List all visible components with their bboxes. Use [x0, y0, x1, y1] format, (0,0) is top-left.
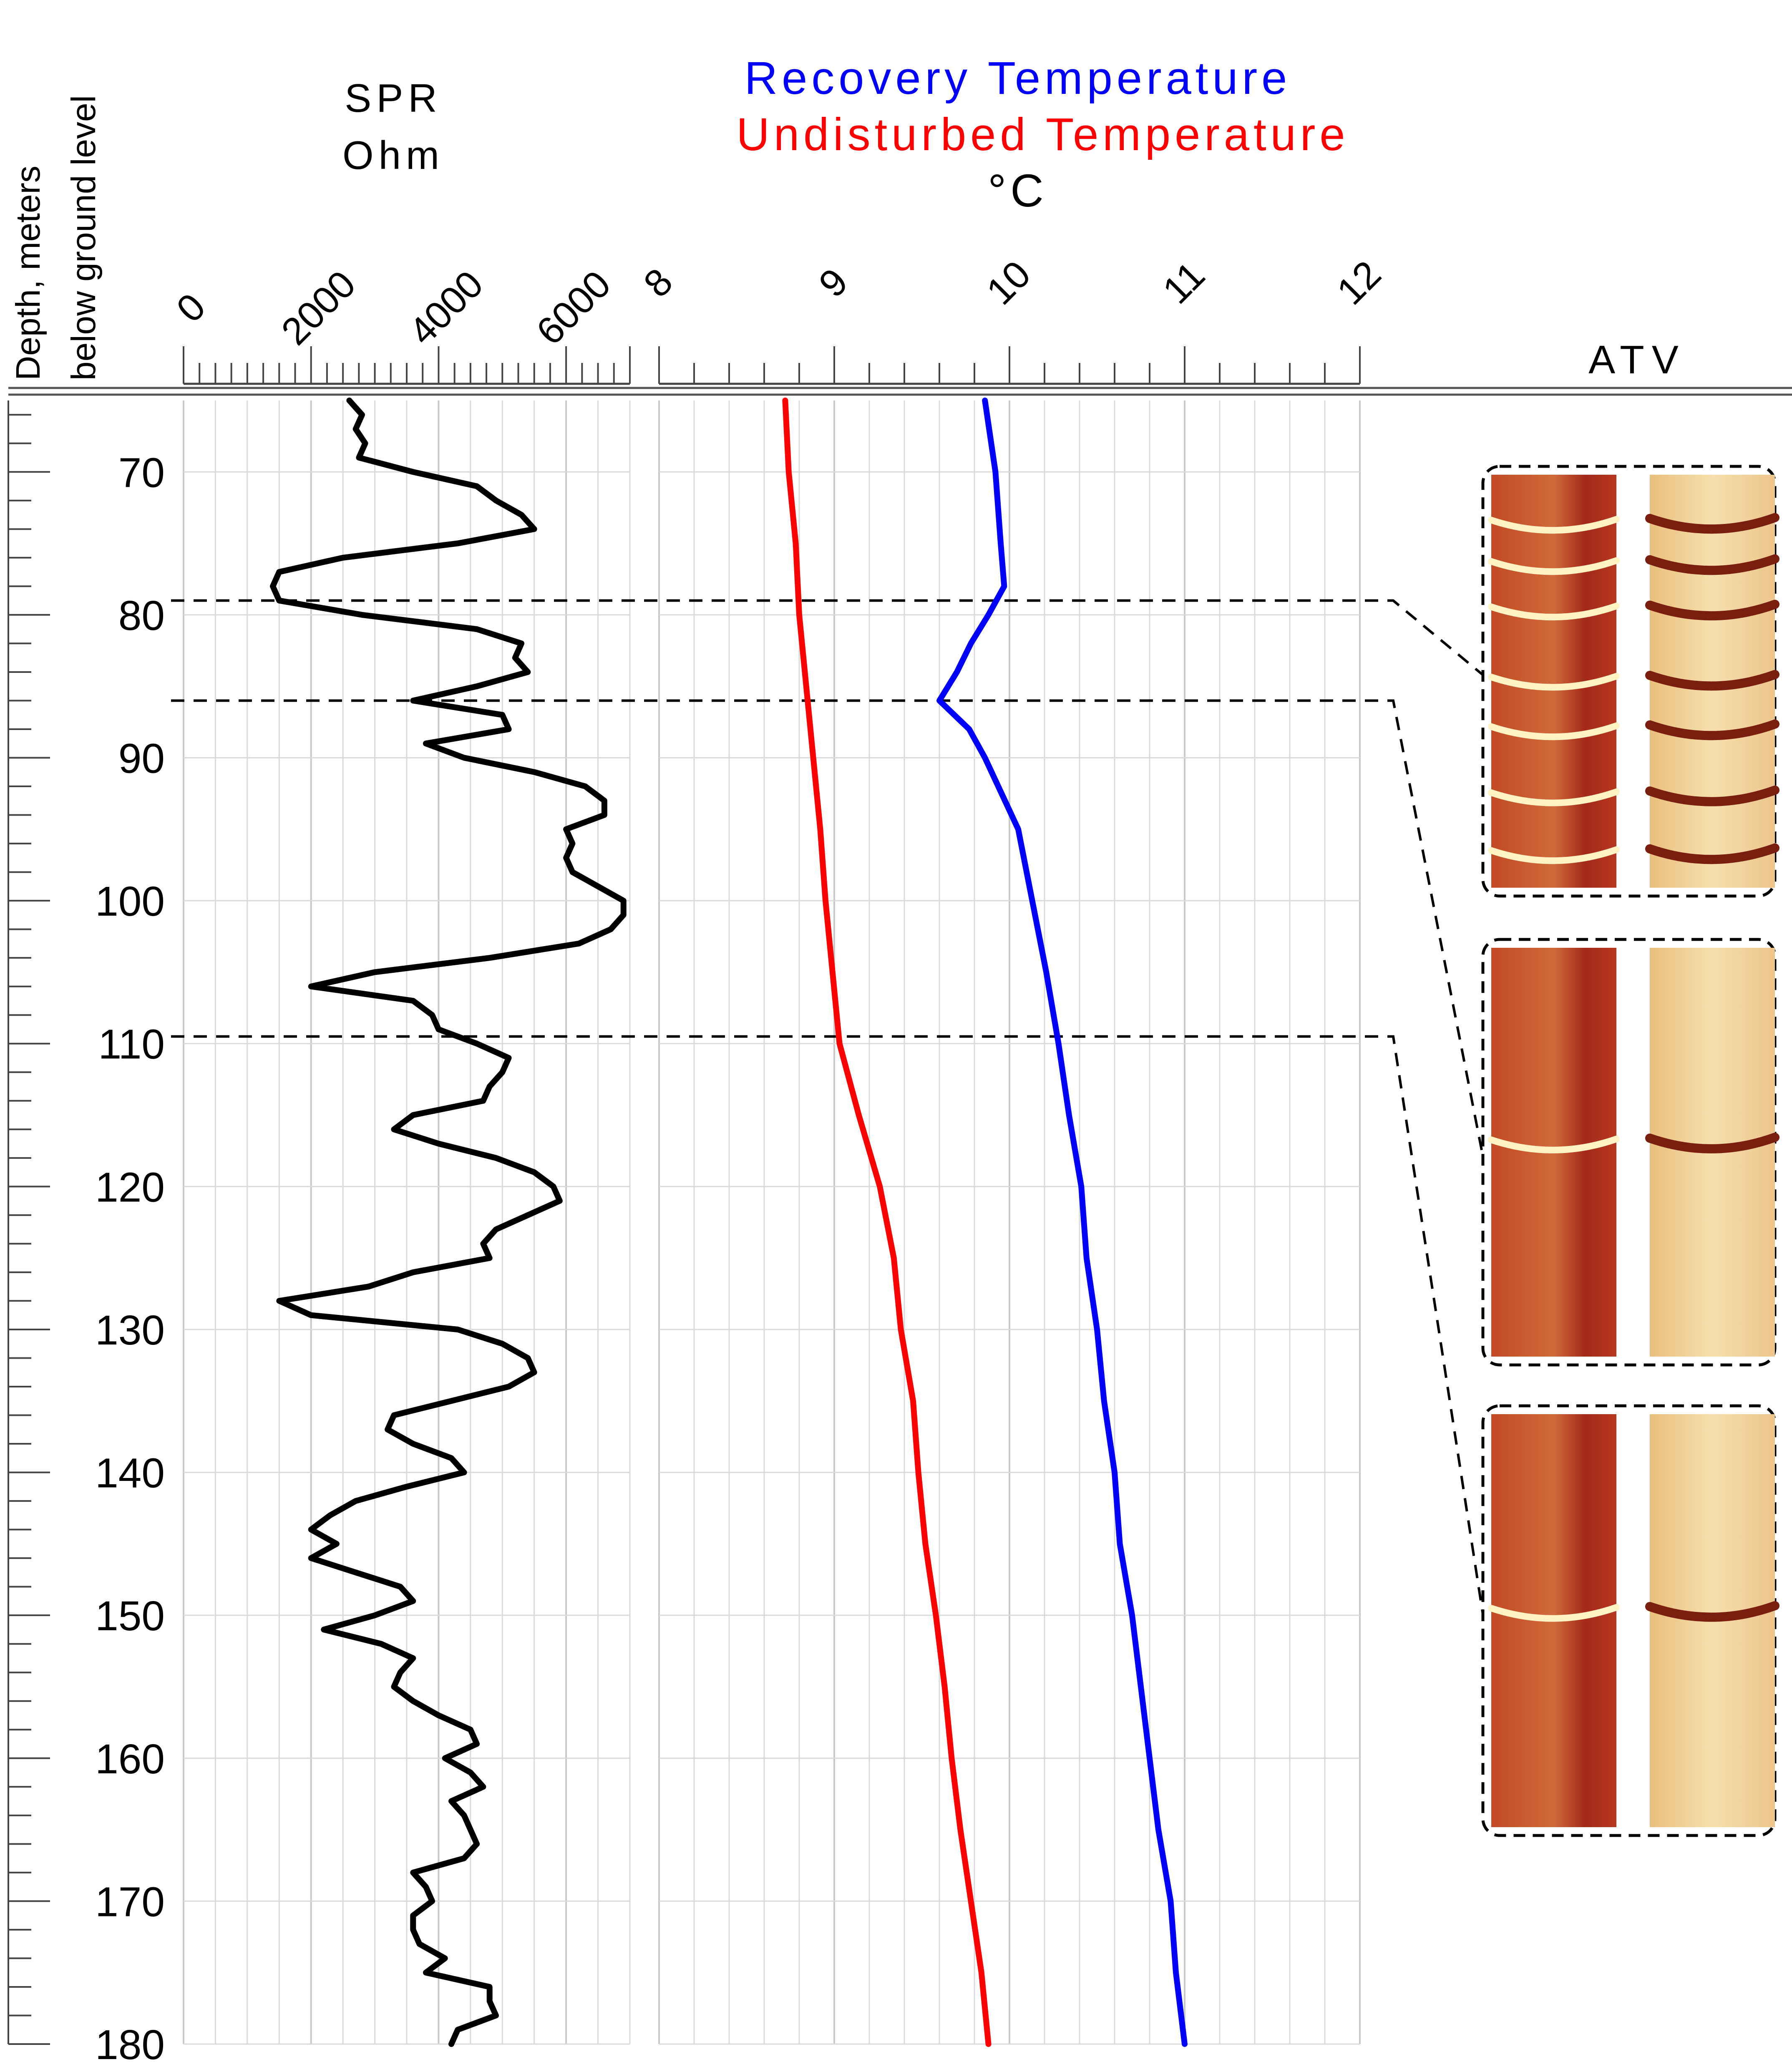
atv-title: ATV — [1588, 337, 1686, 382]
depth-tick-label: 130 — [95, 1307, 165, 1354]
atv-fracture-trace — [1488, 1135, 1620, 1153]
atv-fracture-trace — [1488, 673, 1620, 691]
depth-tick-label: 100 — [95, 878, 165, 925]
spr-tick-label: 4000 — [401, 263, 491, 353]
atv-fracture-trace — [1488, 846, 1620, 864]
atv-fracture-trace — [1488, 557, 1620, 575]
correlation-markers — [171, 599, 1484, 1615]
depth-tick-label: 150 — [95, 1593, 165, 1639]
recovery-temperature-title: Recovery Temperature — [745, 53, 1291, 104]
atv-fracture-trace-dark — [1645, 719, 1779, 740]
temperature-unit: °C — [988, 165, 1047, 217]
depth-tick-label: 90 — [118, 735, 165, 782]
depth-tick-label: 160 — [95, 1736, 165, 1783]
correlation-marker-line — [171, 599, 1484, 676]
depth-tick-label: 180 — [95, 2022, 165, 2060]
depth-axis-label-line2: below ground level — [65, 95, 103, 380]
spr-tick-label: 2000 — [273, 263, 364, 353]
atv-fracture-trace — [1488, 1604, 1620, 1622]
atv-fracture-trace-dark — [1645, 786, 1779, 806]
atv-fracture-trace-dark — [1645, 513, 1779, 534]
depth-tick-label: 140 — [95, 1450, 165, 1497]
temp-tick-label: 11 — [1155, 254, 1213, 312]
grid-layer — [183, 400, 1361, 2045]
atv-fracture-trace-dark — [1645, 843, 1779, 864]
spr-unit: Ohm — [342, 133, 444, 178]
axis-layer: 0 2000 4000 6000 8 9 10 11 12 70 80 90 100 110 120 130 1… — [8, 253, 1792, 2062]
depth-tick-label: 70 — [118, 449, 165, 496]
atv-images — [1481, 465, 1779, 1837]
depth-tick-label: 110 — [98, 1021, 165, 1068]
depth-tick-label: 170 — [95, 1878, 165, 1925]
spr-tick-label: 6000 — [529, 263, 619, 353]
atv-fracture-trace-dark — [1645, 554, 1779, 575]
atv-fracture-trace-dark — [1645, 1601, 1779, 1622]
temp-tick-label: 12 — [1329, 253, 1389, 313]
atv-fracture-trace-dark — [1645, 599, 1779, 621]
atv-fracture-trace-dark — [1645, 1133, 1779, 1153]
series-layer — [270, 398, 1188, 2047]
spr-title: SPR — [345, 76, 442, 121]
temp-tick-label: 10 — [979, 253, 1039, 313]
undisturbed-temperature-title: Undisturbed Temperature — [736, 109, 1349, 160]
recovery-temperature-curve — [936, 398, 1188, 2047]
correlation-marker-line — [171, 1035, 1484, 1615]
depth-tick-label: 80 — [118, 592, 165, 639]
spr-tick-label: 0 — [169, 285, 214, 330]
undisturbed-temperature-curve — [782, 398, 992, 2047]
atv-fracture-trace — [1488, 788, 1620, 806]
atv-fracture-trace — [1488, 602, 1620, 621]
correlation-marker-line — [171, 699, 1484, 1157]
atv-fracture-trace-dark — [1645, 670, 1779, 691]
atv-fracture-trace — [1488, 516, 1620, 534]
depth-tick-label: 120 — [95, 1164, 165, 1211]
spr-curve — [270, 398, 627, 2047]
temp-tick-label: 8 — [636, 260, 681, 305]
atv-fracture-trace — [1488, 722, 1620, 740]
temp-tick-label: 9 — [811, 260, 856, 305]
depth-axis-label-line1: Depth, meters — [9, 166, 47, 380]
